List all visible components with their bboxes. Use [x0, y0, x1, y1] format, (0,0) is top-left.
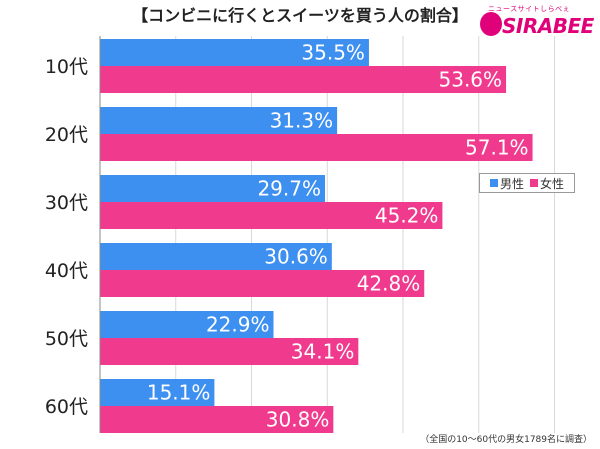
- data-label: 42.8%: [357, 272, 421, 296]
- chart-title: 【コンビニに行くとスイーツを買う人の割合】: [132, 6, 468, 25]
- bar-male: [100, 175, 325, 202]
- data-label: 15.1%: [147, 381, 211, 405]
- bar-female: [100, 338, 359, 365]
- legend-item-female: 女性: [530, 175, 564, 192]
- category-label: 10代: [45, 56, 88, 78]
- data-label: 35.5%: [301, 41, 365, 65]
- data-label: 45.2%: [375, 204, 439, 228]
- data-label: 30.6%: [264, 245, 328, 269]
- legend: 男性 女性: [479, 173, 575, 193]
- bar-female: [100, 202, 443, 229]
- legend-swatch-female: [530, 179, 538, 187]
- bar-female: [100, 270, 425, 297]
- category-label: 60代: [45, 396, 88, 418]
- data-label: 29.7%: [257, 177, 321, 201]
- data-label: 53.6%: [439, 68, 503, 92]
- legend-label-female: 女性: [540, 176, 565, 191]
- bar-male: [100, 243, 332, 270]
- logo-name: SIRABEE: [502, 14, 594, 38]
- sirabee-logo: ニュースサイトしらべぇ SIRABEE: [478, 4, 596, 48]
- footnote: （全国の10〜60代の男女1789名に調査）: [420, 435, 592, 445]
- bar-male: [100, 311, 274, 338]
- data-label: 30.8%: [266, 408, 330, 432]
- category-label: 40代: [45, 260, 88, 282]
- bar-male: [100, 379, 215, 406]
- gridlines: [175, 36, 556, 433]
- logo-tagline: ニュースサイトしらべぇ: [488, 5, 571, 13]
- category-label: 50代: [45, 328, 88, 350]
- bars: 35.5% 53.6% 31.3% 57.1% 29.7% 45.2% 30.6% 42.8%…: [100, 39, 533, 433]
- bar-female: [100, 66, 507, 93]
- category-labels: 10代 20代 30代 40代 50代 60代: [45, 56, 88, 418]
- legend-label-male: 男性: [499, 176, 524, 191]
- bar-male: [100, 39, 369, 66]
- data-label: 34.1%: [291, 340, 355, 364]
- legend-item-male: 男性: [489, 175, 524, 192]
- legend-swatch-male: [489, 179, 498, 187]
- category-label: 30代: [45, 192, 88, 214]
- logo-mark-icon: [480, 12, 502, 36]
- data-label: 22.9%: [206, 313, 270, 337]
- bar-female: [100, 406, 334, 433]
- bar-male: [100, 107, 338, 134]
- category-label: 20代: [45, 124, 88, 146]
- data-label: 57.1%: [465, 136, 529, 160]
- bar-female: [100, 134, 533, 161]
- data-label: 31.3%: [270, 109, 334, 133]
